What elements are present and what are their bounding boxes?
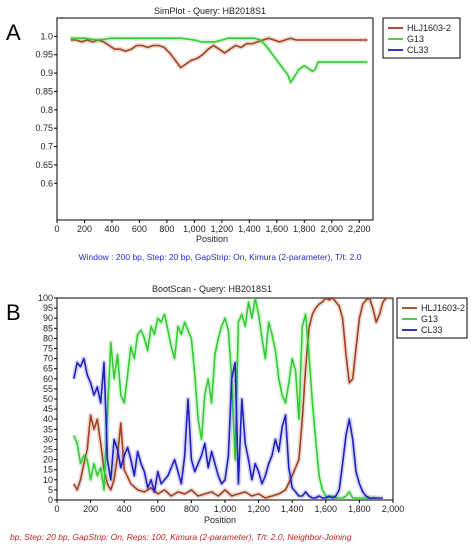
y-tick-label: 30: [43, 434, 53, 444]
panel-label-a: A: [6, 20, 21, 45]
legend-entry-cl33: CL33: [421, 325, 443, 335]
y-tick-label: 100: [38, 293, 53, 303]
y-tick-label: 0: [48, 495, 53, 505]
series-line-hlj1603-2: [73, 298, 393, 499]
series-line-hlj1603-2: [70, 37, 368, 69]
y-tick-label: 10: [43, 475, 53, 485]
y-tick-label: 60: [43, 374, 53, 384]
panel-label-b: B: [6, 300, 21, 325]
series-line-g13: [73, 298, 377, 499]
legend-box: [396, 297, 468, 339]
x-axis-label-a: Position: [196, 234, 228, 244]
bootscan-panel: B BootScan - Query: HB2018S1 0 200 400 600 8…: [6, 284, 468, 542]
y-tick-label: 0.85: [35, 86, 53, 96]
x-tick-label: 1,800: [293, 224, 316, 234]
y-tick-label: 0.75: [35, 123, 53, 133]
plot-area-b: 0 200 400 600 800 1,000 1,200 1,400 1,600 1,800 2,…: [38, 293, 404, 514]
x-tick-label: 800: [184, 504, 199, 514]
x-tick-label: 1,600: [315, 504, 338, 514]
caption-a: Window : 200 bp, Step: 20 bp, GapStrip: …: [79, 252, 362, 262]
x-tick-label: 0: [54, 504, 59, 514]
y-tick-label: 65: [43, 364, 53, 374]
x-tick-label: 2,200: [348, 224, 371, 234]
y-tick-label: 25: [43, 445, 53, 455]
legend-entry-g13: G13: [407, 34, 424, 44]
y-tick-label: 15: [43, 465, 53, 475]
x-tick-label: 1,400: [281, 504, 304, 514]
y-tick-label: 55: [43, 384, 53, 394]
x-tick-label: 0: [54, 224, 59, 234]
x-axis-label-b: Position: [204, 515, 236, 525]
y-tick-label: 75: [43, 344, 53, 354]
x-tick-label: 1,000: [183, 224, 206, 234]
x-tick-label: 200: [83, 504, 98, 514]
legend-entry-hlj1603-2: HLJ1603-2: [421, 303, 465, 313]
y-tick-label: 1.0: [40, 31, 53, 41]
y-tick-label: 40: [43, 414, 53, 424]
chart-title-b: BootScan - Query: HB2018S1: [152, 284, 272, 294]
chart-title-a: SimPlot - Query: HB2018S1: [154, 6, 266, 16]
y-tick-label: 0.8: [40, 105, 53, 115]
x-tick-label: 2,000: [382, 504, 405, 514]
y-tick-label: 50: [43, 394, 53, 404]
plot-frame: [56, 17, 374, 221]
x-tick-label: 1,200: [211, 224, 234, 234]
x-tick-label: 1,400: [238, 224, 261, 234]
y-tick-label: 0.65: [35, 160, 53, 170]
simplot-panel: A SimPlot - Query: HB2018S1 0 200 400 600 80…: [6, 6, 461, 262]
legend-entry-hlj1603-2: HLJ1603-2: [407, 23, 451, 33]
y-tick-label: 80: [43, 333, 53, 343]
y-tick-label: 5: [48, 485, 53, 495]
y-tick-label: 90: [43, 313, 53, 323]
y-tick-label: 95: [43, 303, 53, 313]
y-tick-label: 0.6: [40, 178, 53, 188]
plot-area-a: 0 200 400 600 800 1,000 1,200 1,400 1,600 1,800 2,…: [35, 17, 374, 234]
series-line-g13-halo: [70, 35, 368, 85]
x-tick-label: 200: [77, 224, 92, 234]
caption-b: bp, Step: 20 bp, GapStrip: On, Reps: 100…: [10, 532, 352, 542]
y-tick-label: 85: [43, 323, 53, 333]
y-tick-label: 0.95: [35, 50, 53, 60]
x-tick-label: 1,200: [247, 504, 270, 514]
x-tick-label: 400: [117, 504, 132, 514]
x-tick-label: 1,600: [266, 224, 289, 234]
y-tick-label: 20: [43, 455, 53, 465]
x-tick-label: 800: [159, 224, 174, 234]
legend-entry-g13: G13: [421, 314, 438, 324]
y-tick-label: 45: [43, 404, 53, 414]
x-tick-label: 1,000: [214, 504, 237, 514]
x-tick-label: 400: [104, 224, 119, 234]
y-tick-label: 0.9: [40, 68, 53, 78]
y-tick-label: 35: [43, 424, 53, 434]
x-tick-label: 600: [132, 224, 147, 234]
legend-box: [382, 17, 461, 59]
x-tick-label: 1,800: [348, 504, 371, 514]
y-tick-label: 70: [43, 354, 53, 364]
series-line-cl33: [73, 357, 383, 499]
x-tick-label: 600: [150, 504, 165, 514]
series-line-g13: [70, 37, 368, 84]
legend-entry-cl33: CL33: [407, 45, 429, 55]
x-tick-label: 2,000: [321, 224, 344, 234]
y-tick-label: 0.7: [40, 142, 53, 152]
